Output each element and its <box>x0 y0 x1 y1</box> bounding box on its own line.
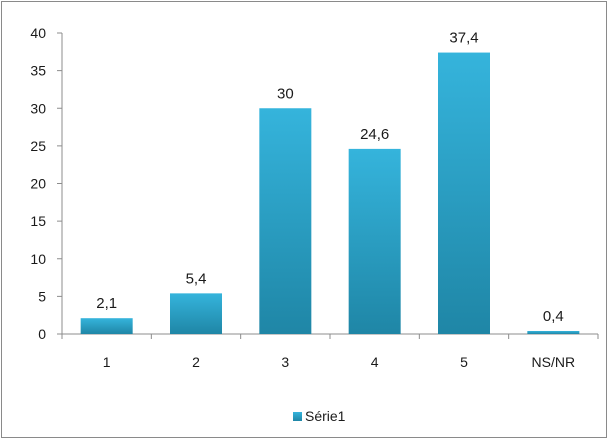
bar-2 <box>170 293 222 334</box>
y-tick-label: 15 <box>30 213 46 229</box>
legend: Série1 <box>293 408 346 424</box>
bar-5 <box>438 52 490 334</box>
bars <box>80 52 580 334</box>
legend-swatch-serie1 <box>293 412 302 421</box>
data-label: 2,1 <box>96 295 117 312</box>
x-tick-label: 4 <box>371 354 379 370</box>
y-tick-label: 0 <box>38 326 46 342</box>
x-tick-label: 5 <box>460 354 468 370</box>
data-label: 37,4 <box>449 30 478 47</box>
y-tick-label: 10 <box>30 251 46 267</box>
y-tick-label: 25 <box>30 138 46 154</box>
x-axis: 1 2 3 4 5 NS/NR <box>61 333 599 370</box>
x-tick-label: 3 <box>281 354 289 370</box>
bar-4 <box>348 148 401 334</box>
legend-label-serie1: Série1 <box>305 408 346 424</box>
y-tick-label: 40 <box>30 25 46 41</box>
x-tick-label: 2 <box>192 354 200 370</box>
data-label: 0,4 <box>543 308 564 325</box>
y-tick-label: 30 <box>30 100 46 116</box>
y-tick-label: 35 <box>30 63 46 79</box>
bar-1 <box>80 318 133 334</box>
bar-NS/NR <box>527 330 580 334</box>
y-axis: 0 5 10 15 20 25 30 35 40 <box>30 25 63 342</box>
data-label: 5,4 <box>186 270 207 287</box>
data-label: 30 <box>277 85 294 102</box>
y-tick-label: 20 <box>30 176 46 192</box>
y-tick-label: 5 <box>38 288 46 304</box>
bar-3 <box>259 108 312 334</box>
x-tick-label: NS/NR <box>532 354 576 370</box>
data-labels: 2,1 5,4 30 24,6 37,4 0,4 <box>96 30 564 325</box>
data-label: 24,6 <box>360 126 389 143</box>
x-tick-label: 1 <box>103 354 111 370</box>
